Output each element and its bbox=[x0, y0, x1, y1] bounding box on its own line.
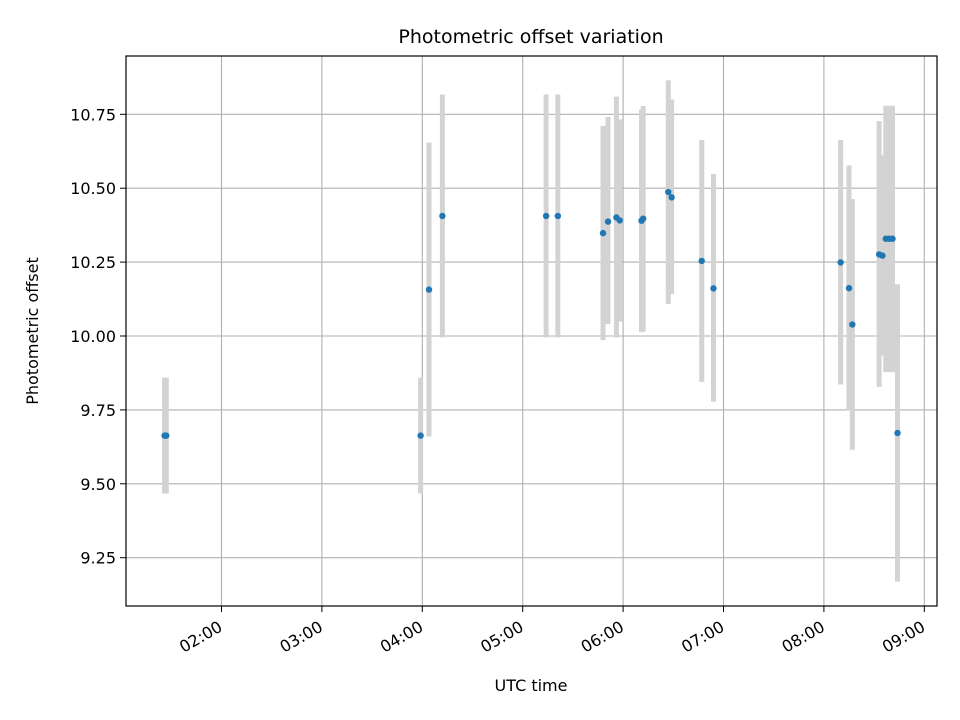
y-axis-ticks: 9.25 9.50 9.75 10.00 10.25 10.50 10.75 bbox=[70, 105, 126, 568]
y-tick-label: 9.25 bbox=[80, 549, 116, 568]
data-point bbox=[668, 194, 675, 201]
data-point bbox=[616, 217, 623, 224]
data-point bbox=[849, 321, 856, 328]
y-tick-label: 9.50 bbox=[80, 475, 116, 494]
data-point bbox=[417, 432, 424, 439]
grid bbox=[126, 56, 937, 606]
y-tick-label: 10.25 bbox=[70, 253, 116, 272]
data-point bbox=[554, 212, 562, 220]
data-point bbox=[425, 286, 433, 293]
data-point bbox=[639, 215, 647, 222]
data-point bbox=[879, 252, 886, 259]
data-point bbox=[837, 259, 844, 266]
data-point bbox=[599, 229, 607, 237]
data-point bbox=[698, 257, 705, 265]
data-point bbox=[710, 285, 717, 292]
data-point bbox=[163, 432, 170, 439]
plot-frame bbox=[125, 55, 938, 607]
x-axis-label: UTC time bbox=[495, 676, 568, 695]
y-tick-label: 10.75 bbox=[70, 105, 116, 124]
data-point bbox=[845, 284, 853, 292]
data-point bbox=[542, 212, 550, 220]
data-point bbox=[894, 429, 901, 437]
y-tick-label: 10.50 bbox=[70, 179, 116, 198]
data-point bbox=[889, 235, 896, 242]
y-tick-label: 10.00 bbox=[70, 327, 116, 346]
y-tick-label: 9.75 bbox=[80, 401, 116, 420]
data-point bbox=[439, 212, 446, 220]
data-point bbox=[604, 218, 612, 225]
y-axis-label: Photometric offset bbox=[23, 257, 42, 405]
data-points bbox=[161, 188, 901, 439]
data-point bbox=[665, 188, 672, 196]
chart-title: Photometric offset variation bbox=[398, 26, 663, 48]
